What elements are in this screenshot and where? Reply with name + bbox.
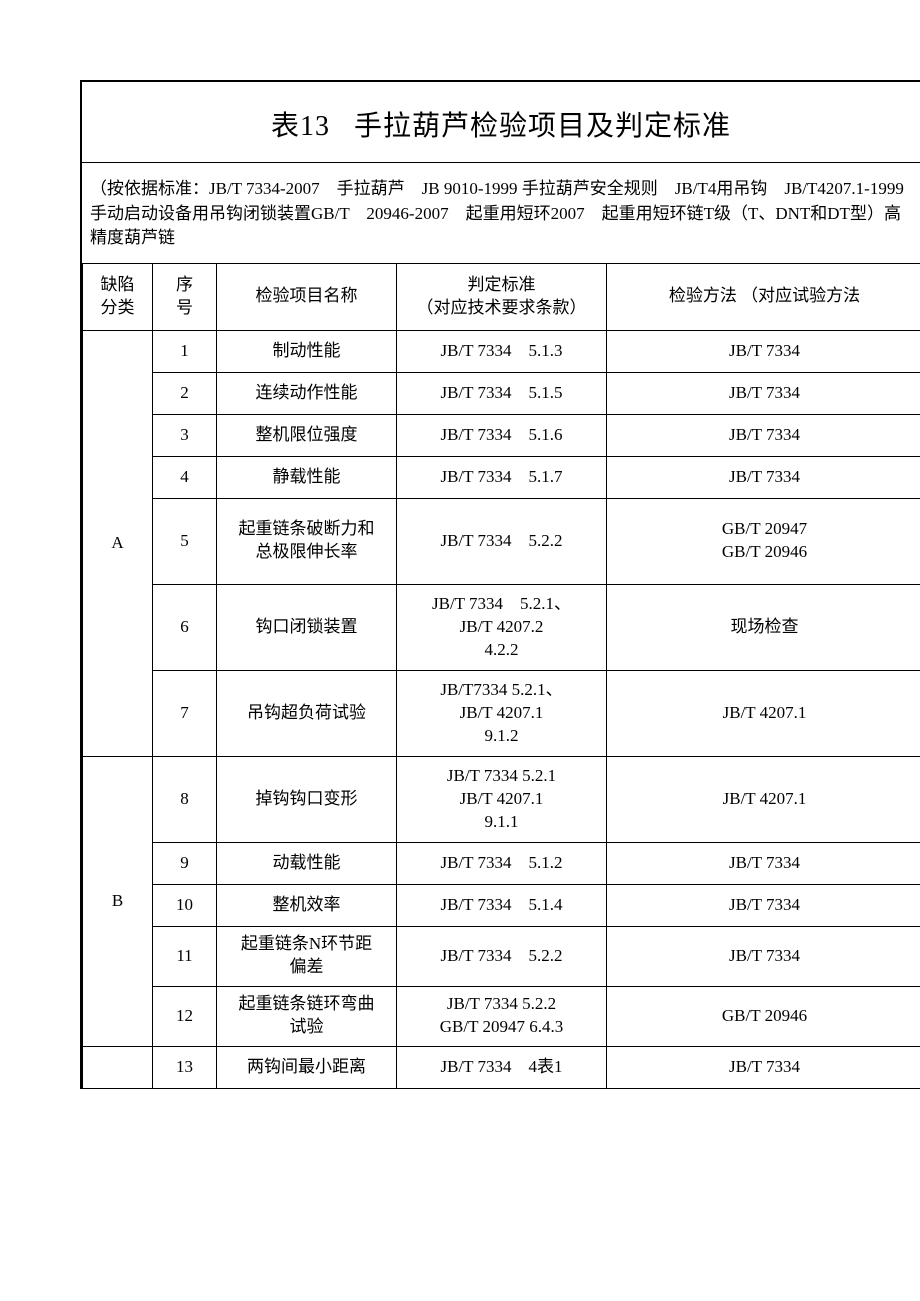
table-row: 9动载性能JB/T 7334 5.1.2JB/T 7334 [83, 842, 920, 884]
method-cell: JB/T 7334 [607, 372, 920, 414]
table-row: B8掉钩钩口变形JB/T 7334 5.2.1 JB/T 4207.1 9.1.… [83, 756, 920, 842]
table-row: 11起重链条N环节距 偏差JB/T 7334 5.2.2JB/T 7334 [83, 926, 920, 986]
table-row: 13两钩间最小距离JB/T 7334 4表1JB/T 7334 [83, 1046, 920, 1088]
defect-category-cell: B [83, 756, 153, 1046]
item-cell: 钩口闭锁装置 [217, 584, 397, 670]
table-row: 12起重链条链环弯曲 试验JB/T 7334 5.2.2 GB/T 20947 … [83, 986, 920, 1046]
item-cell: 制动性能 [217, 330, 397, 372]
item-cell: 静载性能 [217, 456, 397, 498]
item-cell: 吊钩超负荷试验 [217, 670, 397, 756]
method-cell: JB/T 7334 [607, 456, 920, 498]
header-method: 检验方法 （对应试验方法 [607, 263, 920, 330]
defect-category-cell: A [83, 330, 153, 756]
table-row: 3整机限位强度JB/T 7334 5.1.6JB/T 7334 [83, 414, 920, 456]
standard-cell: JB/T 7334 5.1.3 [397, 330, 607, 372]
standard-cell: JB/T 7334 5.1.4 [397, 884, 607, 926]
standard-cell: JB/T 7334 5.1.7 [397, 456, 607, 498]
table-row: 6钩口闭锁装置JB/T 7334 5.2.1、 JB/T 4207.2 4.2.… [83, 584, 920, 670]
method-cell: JB/T 7334 [607, 842, 920, 884]
seq-cell: 11 [153, 926, 217, 986]
seq-cell: 13 [153, 1046, 217, 1088]
method-cell: JB/T 4207.1 [607, 756, 920, 842]
table-row: 7吊钩超负荷试验JB/T7334 5.2.1、 JB/T 4207.1 9.1.… [83, 670, 920, 756]
method-cell: GB/T 20946 [607, 986, 920, 1046]
seq-cell: 9 [153, 842, 217, 884]
seq-cell: 8 [153, 756, 217, 842]
item-cell: 掉钩钩口变形 [217, 756, 397, 842]
method-cell: JB/T 7334 [607, 330, 920, 372]
item-cell: 起重链条链环弯曲 试验 [217, 986, 397, 1046]
inspection-table: 缺陷 分类 序 号 检验项目名称 判定标准 （对应技术要求条款） 检验方法 （对… [82, 263, 920, 1089]
standard-cell: JB/T 7334 5.2.2 [397, 926, 607, 986]
header-standard: 判定标准 （对应技术要求条款） [397, 263, 607, 330]
table-row: 10整机效率JB/T 7334 5.1.4JB/T 7334 [83, 884, 920, 926]
header-defect: 缺陷 分类 [83, 263, 153, 330]
method-cell: 现场检查 [607, 584, 920, 670]
seq-cell: 5 [153, 498, 217, 584]
table-body: A1制动性能JB/T 7334 5.1.3JB/T 73342连续动作性能JB/… [83, 330, 920, 1088]
standard-cell: JB/T 7334 5.2.1 JB/T 4207.1 9.1.1 [397, 756, 607, 842]
standard-cell: JB/T 7334 5.2.1、 JB/T 4207.2 4.2.2 [397, 584, 607, 670]
table-row: A1制动性能JB/T 7334 5.1.3JB/T 7334 [83, 330, 920, 372]
item-cell: 整机效率 [217, 884, 397, 926]
method-cell: JB/T 7334 [607, 1046, 920, 1088]
document-frame: 表13 手拉葫芦检验项目及判定标准 （按依据标准：JB/T 7334-2007 手… [80, 80, 920, 1089]
seq-cell: 1 [153, 330, 217, 372]
item-cell: 整机限位强度 [217, 414, 397, 456]
standard-cell: JB/T 7334 5.2.2 GB/T 20947 6.4.3 [397, 986, 607, 1046]
seq-cell: 6 [153, 584, 217, 670]
table-title-text: 手拉葫芦检验项目及判定标准 [354, 111, 731, 142]
table-number: 表13 [271, 111, 330, 142]
item-cell: 起重链条破断力和 总极限伸长率 [217, 498, 397, 584]
item-cell: 动载性能 [217, 842, 397, 884]
table-row: 5起重链条破断力和 总极限伸长率JB/T 7334 5.2.2GB/T 2094… [83, 498, 920, 584]
standards-note: （按依据标准：JB/T 7334-2007 手拉葫芦 JB 9010-1999 … [82, 163, 920, 263]
standard-cell: JB/T 7334 4表1 [397, 1046, 607, 1088]
seq-cell: 12 [153, 986, 217, 1046]
table-title: 表13 手拉葫芦检验项目及判定标准 [82, 82, 920, 162]
header-item: 检验项目名称 [217, 263, 397, 330]
seq-cell: 2 [153, 372, 217, 414]
item-cell: 两钩间最小距离 [217, 1046, 397, 1088]
method-cell: GB/T 20947 GB/T 20946 [607, 498, 920, 584]
standard-cell: JB/T 7334 5.1.6 [397, 414, 607, 456]
standard-cell: JB/T7334 5.2.1、 JB/T 4207.1 9.1.2 [397, 670, 607, 756]
table-row: 2连续动作性能JB/T 7334 5.1.5JB/T 7334 [83, 372, 920, 414]
header-seq: 序 号 [153, 263, 217, 330]
table-header-row: 缺陷 分类 序 号 检验项目名称 判定标准 （对应技术要求条款） 检验方法 （对… [83, 263, 920, 330]
defect-category-cell [83, 1046, 153, 1088]
method-cell: JB/T 7334 [607, 884, 920, 926]
method-cell: JB/T 7334 [607, 926, 920, 986]
seq-cell: 4 [153, 456, 217, 498]
standard-cell: JB/T 7334 5.1.2 [397, 842, 607, 884]
item-cell: 起重链条N环节距 偏差 [217, 926, 397, 986]
table-row: 4静载性能JB/T 7334 5.1.7JB/T 7334 [83, 456, 920, 498]
method-cell: JB/T 7334 [607, 414, 920, 456]
standard-cell: JB/T 7334 5.1.5 [397, 372, 607, 414]
seq-cell: 10 [153, 884, 217, 926]
seq-cell: 3 [153, 414, 217, 456]
item-cell: 连续动作性能 [217, 372, 397, 414]
method-cell: JB/T 4207.1 [607, 670, 920, 756]
standard-cell: JB/T 7334 5.2.2 [397, 498, 607, 584]
seq-cell: 7 [153, 670, 217, 756]
